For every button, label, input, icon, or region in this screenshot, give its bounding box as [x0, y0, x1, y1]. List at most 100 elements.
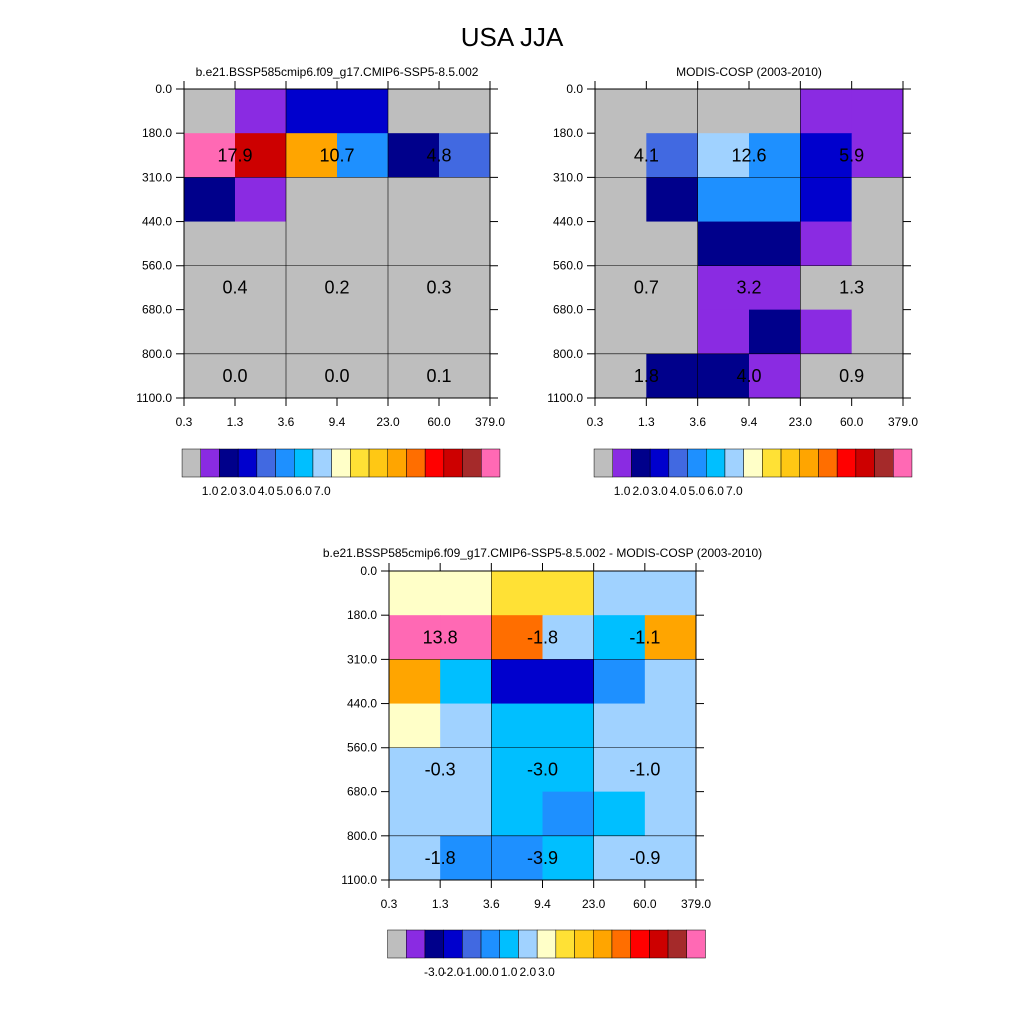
heatmap-cell — [184, 353, 236, 399]
heatmap-cell — [184, 309, 236, 355]
heatmap-cell — [286, 177, 338, 222]
colorbar-swatch — [443, 448, 463, 478]
heatmap-cell — [184, 89, 236, 134]
cell-value-label: 0.7 — [634, 278, 659, 298]
heatmap-cell — [749, 177, 801, 222]
colorbar-swatch — [668, 448, 688, 478]
y-tick-label: 440.0 — [142, 215, 172, 229]
x-tick-label: 23.0 — [582, 897, 606, 911]
heatmap-cell — [646, 89, 699, 134]
cell-value-label: 1.8 — [634, 366, 659, 386]
heatmap-cell — [644, 659, 697, 704]
heatmap-cell — [389, 791, 441, 837]
x-tick-label: 0.3 — [587, 415, 604, 429]
x-tick-label: 3.6 — [483, 897, 500, 911]
heatmap-cell — [286, 133, 338, 178]
heatmap-cell — [388, 221, 440, 267]
heatmap-cell — [595, 265, 647, 311]
panel-1: b.e21.BSSP585cmip6.f09_g17.CMIP6-SSP5-8.… — [136, 65, 505, 498]
heatmap-cell — [286, 309, 338, 355]
heatmap-cell — [697, 133, 750, 178]
colorbar-swatch — [555, 929, 575, 959]
colorbar-swatch — [686, 929, 706, 959]
colorbar-swatch — [387, 448, 407, 478]
cell-value-label: 5.9 — [839, 145, 864, 165]
colorbar-label: 6.0 — [295, 484, 312, 498]
heatmap-cell — [439, 221, 491, 267]
colorbar-swatch — [237, 448, 258, 478]
heatmap-cell — [800, 133, 853, 178]
colorbar-swatch — [743, 448, 763, 478]
x-tick-label: 379.0 — [681, 897, 711, 911]
colorbar-label: 1.0 — [202, 484, 219, 498]
cell-value-label: 12.6 — [731, 145, 766, 165]
x-tick-label: 9.4 — [534, 897, 551, 911]
heatmap-cell — [593, 703, 646, 749]
colorbar: -3.0-2.0-1.0 0.0 1.0 2.0 3.0 — [387, 929, 706, 979]
heatmap-cell — [286, 353, 338, 399]
colorbar-swatch — [818, 448, 838, 478]
colorbar-swatch — [387, 929, 407, 959]
heatmap-cell — [749, 221, 801, 267]
heatmap-cell — [593, 791, 646, 837]
heatmap-cell — [389, 659, 441, 704]
colorbar-swatch — [724, 448, 744, 478]
heatmap-cell — [542, 791, 595, 837]
x-tick-label: 9.4 — [329, 415, 346, 429]
colorbar-swatch — [611, 929, 631, 959]
heatmap-cell — [697, 309, 750, 355]
heatmap-cell — [542, 659, 595, 704]
colorbar-label: 7.0 — [726, 484, 743, 498]
colorbar-swatch — [574, 929, 594, 959]
panel-2: MODIS-COSP (2003-2010) 0.0 180.0 310.0 440.0… — [547, 65, 918, 498]
heatmap-cell — [542, 703, 595, 749]
heatmap-cell — [749, 265, 801, 311]
heatmap-cell — [851, 265, 904, 311]
colorbar-label: 3.0 — [538, 965, 555, 979]
heatmap-cell — [235, 177, 287, 222]
colorbar: 1.0 2.0 3.0 4.0 5.0 6.0 7.0 — [593, 448, 913, 498]
colorbar-swatch — [481, 448, 501, 478]
heatmap-cell — [235, 353, 287, 399]
y-tick-label: 680.0 — [553, 303, 583, 317]
heatmap-cell — [644, 791, 697, 837]
cell-value-label: 1.3 — [839, 278, 864, 298]
heatmap-cell — [440, 835, 492, 881]
colorbar-swatch — [406, 929, 426, 959]
heatmap-cell — [389, 571, 441, 616]
colorbar-swatch — [219, 448, 239, 478]
heatmap-cell — [595, 309, 647, 355]
heatmap-cell — [542, 835, 595, 881]
heatmap-cell — [491, 835, 543, 881]
y-tick-label: 800.0 — [142, 347, 172, 361]
cell-value-label: 10.7 — [319, 145, 354, 165]
y-tick-label: 440.0 — [553, 215, 583, 229]
x-tick-label: 23.0 — [376, 415, 400, 429]
heatmap-cell — [184, 221, 236, 267]
y-tick-label: 1100.0 — [341, 873, 377, 887]
cell-value-label: -1.8 — [527, 627, 558, 647]
y-tick-label: 180.0 — [142, 126, 172, 140]
heatmap-cell — [542, 615, 595, 660]
heatmap-cell — [388, 89, 440, 134]
heatmap-cell — [646, 353, 699, 399]
colorbar-swatch — [612, 448, 632, 478]
heatmap-cell — [644, 615, 697, 660]
heatmap-cell — [800, 177, 853, 222]
cell-value-label: -1.0 — [629, 760, 660, 780]
heatmap-cell — [235, 309, 287, 355]
x-tick-label: 1.3 — [638, 415, 655, 429]
heatmap-cell — [646, 265, 699, 311]
y-tick-label: 0.0 — [566, 82, 583, 96]
heatmap-cell — [800, 265, 853, 311]
heatmap-cell — [644, 703, 697, 749]
heatmap-cell — [389, 835, 441, 881]
x-tick-label: 0.3 — [176, 415, 193, 429]
heatmap-cell — [337, 221, 389, 267]
heatmap-cell — [644, 571, 697, 616]
colorbar-swatch — [649, 929, 669, 959]
heatmap-cell — [337, 133, 389, 178]
cell-value-label: 0.1 — [426, 366, 451, 386]
colorbar-label: 4.0 — [258, 484, 275, 498]
heatmap-cell — [337, 265, 389, 311]
